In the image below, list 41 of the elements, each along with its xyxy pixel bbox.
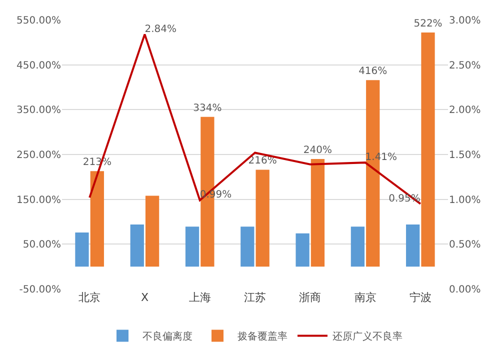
legend-label: 拨备覆盖率 (238, 330, 288, 343)
y-tick-label: 50.00% (22, 240, 61, 251)
y-tick-label: 550.00% (16, 16, 61, 26)
x-tick-label: X (140, 291, 149, 304)
bar (406, 224, 420, 267)
bar (130, 224, 144, 267)
data-label: 2.84% (144, 24, 176, 35)
y2-tick-label: 0.00% (449, 284, 481, 296)
x-tick-label: 江苏 (244, 291, 266, 304)
y2-tick-label: 1.00% (449, 194, 481, 206)
bar (240, 226, 254, 267)
bar (350, 226, 365, 267)
bar (310, 158, 325, 267)
x-tick-label: 南京 (354, 291, 376, 304)
y-tick-label: -50.00% (19, 284, 61, 296)
bar (90, 171, 104, 267)
y-tick-label: 450.00% (16, 60, 61, 72)
data-label: 240% (303, 144, 332, 156)
bar (185, 226, 200, 267)
x-tick-label: 上海 (188, 291, 211, 304)
y2-tick-label: 0.50% (449, 240, 481, 251)
data-label: 416% (358, 66, 388, 78)
y2-tick-label: 1.50% (449, 150, 481, 161)
data-label: 334% (193, 102, 222, 114)
data-label: 522% (414, 18, 442, 30)
x-tick-label: 北京 (78, 291, 101, 304)
bar (421, 32, 435, 267)
x-tick-label: 浙商 (299, 291, 322, 304)
bar (296, 233, 310, 267)
y-tick-label: 250.00% (16, 150, 61, 161)
y-tick-label: 350.00% (16, 105, 61, 116)
bar (145, 196, 160, 267)
y2-tick-label: 2.50% (449, 60, 481, 72)
legend-label: 还原广义不良率 (332, 330, 402, 343)
bar (256, 170, 270, 267)
y2-tick-label: 3.00% (449, 16, 481, 26)
x-tick-label: 宁波 (409, 291, 432, 304)
legend-label: 不良偏离度 (142, 330, 192, 343)
bar (75, 232, 89, 267)
y2-tick-label: 2.00% (449, 105, 481, 116)
y-tick-label: 150.00% (16, 194, 61, 206)
